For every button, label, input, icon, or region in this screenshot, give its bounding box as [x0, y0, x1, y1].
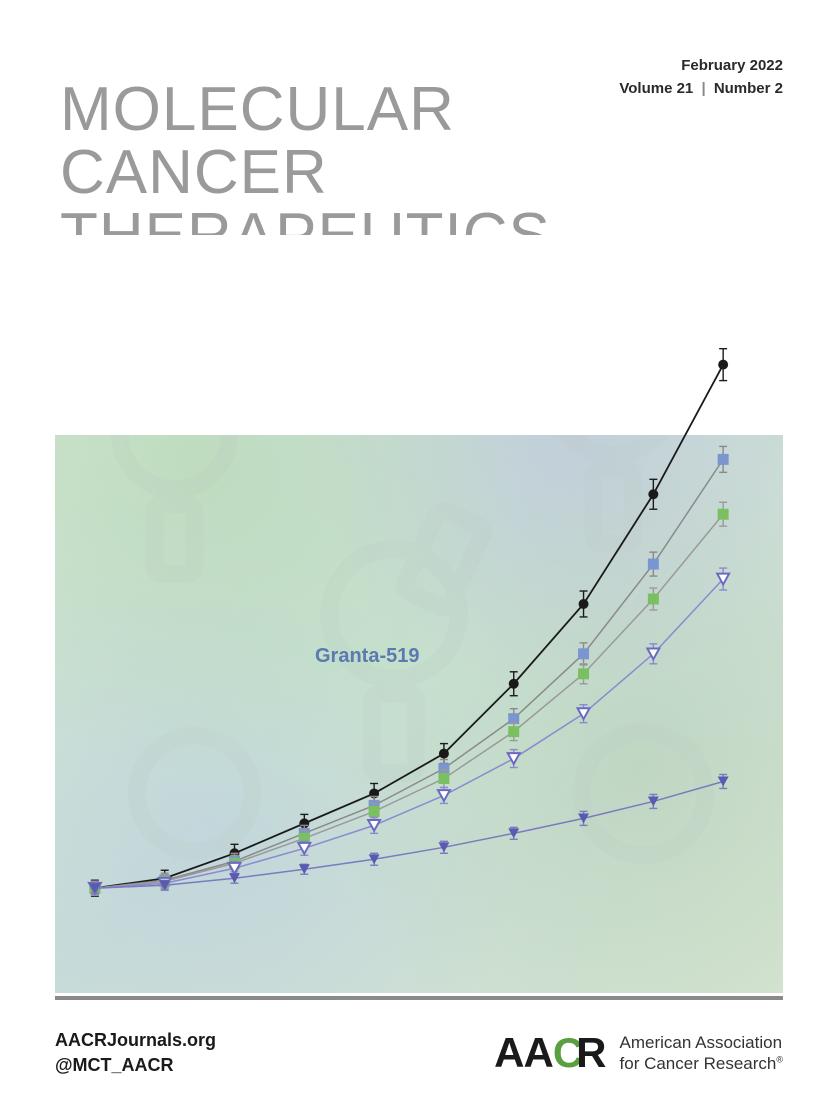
cover-chart: Granta-519 [55, 235, 783, 993]
org-logo: AACR [494, 1029, 605, 1077]
footer-right: AACR American Association for Cancer Res… [494, 1029, 783, 1077]
footer-left: AACRJournals.org @MCT_AACR [55, 1028, 216, 1078]
issue-info: February 2022 Volume 21 | Number 2 [619, 55, 783, 100]
footer-url: AACRJournals.org [55, 1028, 216, 1053]
footer: AACRJournals.org @MCT_AACR AACR American… [55, 1028, 783, 1078]
footer-handle: @MCT_AACR [55, 1053, 216, 1078]
divider-rule [55, 996, 783, 1000]
issue-volume-number: Volume 21 | Number 2 [619, 78, 783, 101]
chart-plot [55, 235, 783, 993]
chart-label: Granta-519 [315, 645, 420, 668]
issue-date: February 2022 [619, 55, 783, 78]
org-name: American Association for Cancer Research… [620, 1032, 783, 1075]
